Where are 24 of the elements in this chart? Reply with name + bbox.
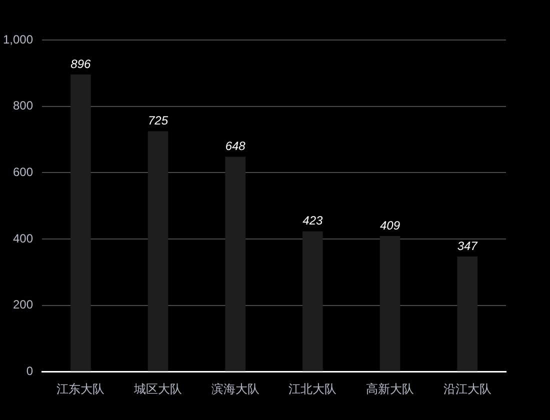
x-tick-label: 沿江大队 [443,382,492,396]
y-tick-label: 400 [13,231,34,246]
data-label: 896 [70,56,92,71]
x-tick-label: 滨海大队 [211,382,260,396]
data-label: 347 [457,238,479,253]
bar [457,256,478,372]
y-tick-label: 200 [13,298,34,312]
data-label: 648 [225,139,246,154]
y-tick-label: 0 [26,364,34,378]
bar [148,131,168,372]
x-tick-label: 高新大队 [366,382,414,396]
bar [380,236,400,372]
x-tick-label: 江北大队 [288,382,337,396]
y-tick-label: 600 [13,164,34,179]
data-label: 409 [380,218,400,232]
x-tick-label: 城区大队 [133,382,182,396]
bar [70,74,91,372]
data-label: 725 [148,114,168,128]
y-tick-label: 1,000 [3,32,34,46]
bar [225,156,246,372]
x-tick-label: 江东大队 [56,382,105,396]
data-label: 423 [302,214,324,228]
bar [302,231,323,372]
y-tick-label: 800 [13,98,34,113]
